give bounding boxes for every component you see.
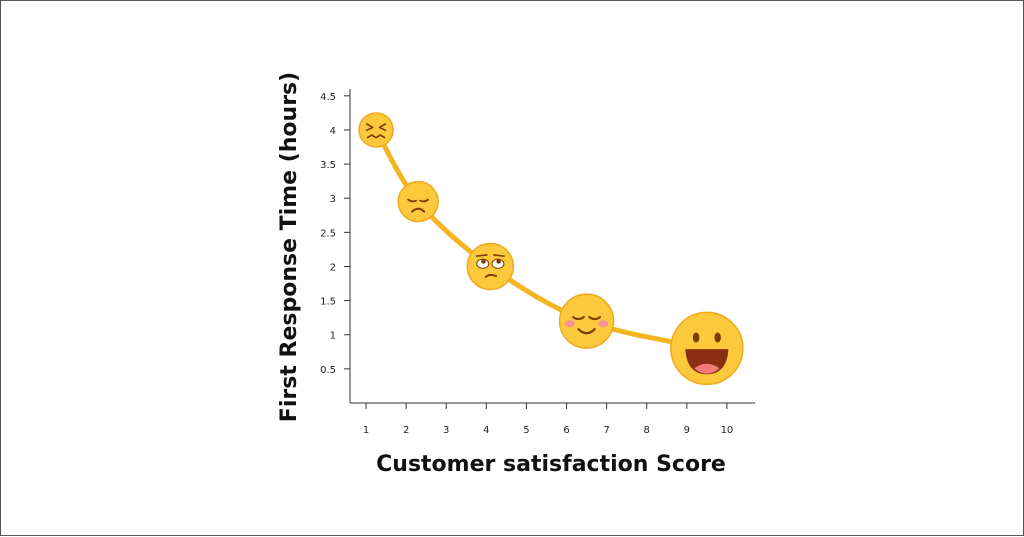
- x-tick-label: 1: [363, 425, 369, 436]
- smiling-face-icon: [558, 293, 615, 349]
- y-tick-label: 4.5: [320, 92, 336, 103]
- x-tick-label: 3: [443, 425, 449, 436]
- y-axis-title: First Response Time (hours): [277, 72, 302, 422]
- x-tick-label: 4: [483, 425, 489, 436]
- y-tick-label: 2: [330, 262, 336, 273]
- x-tick-label: 2: [403, 425, 409, 436]
- y-tick-label: 3.5: [320, 160, 336, 171]
- grinning-face-icon: [670, 311, 744, 386]
- sad-face-icon: [397, 180, 439, 223]
- y-tick-label: 1.5: [320, 297, 336, 308]
- y-tick-label: 2.5: [320, 228, 336, 239]
- y-tick-label: 4: [330, 126, 336, 137]
- squinting-face-icon: [358, 112, 394, 148]
- x-tick-label: 7: [603, 425, 609, 436]
- x-tick-label: 9: [684, 425, 690, 436]
- y-tick-label: 1: [330, 331, 336, 342]
- x-tick-label: 8: [644, 425, 650, 436]
- series-line: [373, 127, 710, 351]
- y-tick-label: 0.5: [320, 365, 336, 376]
- x-tick-label: 10: [721, 425, 734, 436]
- eye-roll-face-icon: [466, 242, 515, 291]
- y-tick-label: 3: [330, 194, 336, 205]
- x-axis-title: Customer satisfaction Score: [376, 452, 726, 477]
- x-tick-label: 5: [523, 425, 529, 436]
- x-tick-label: 6: [563, 425, 569, 436]
